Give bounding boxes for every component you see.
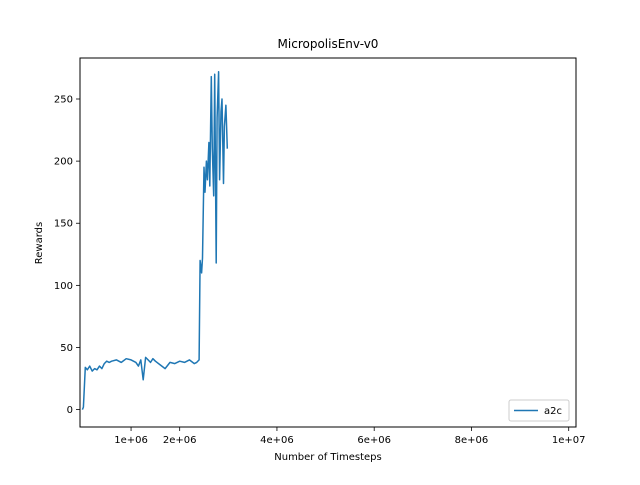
x-tick-label: 1e+07 [552,435,586,446]
chart-title: MicropolisEnv-v0 [278,37,379,51]
series-line-a2c [81,70,229,410]
y-tick-label: 100 [54,281,73,292]
x-tick-label: 2e+06 [163,435,197,446]
x-tick-label: 1e+06 [114,435,148,446]
x-tick-label: 6e+06 [357,435,391,446]
y-tick-label: 150 [54,219,73,230]
y-tick-label: 250 [54,95,73,106]
y-tick-label: 200 [54,157,73,168]
y-tick-label: 50 [60,343,73,354]
y-tick-label: 0 [67,405,73,416]
plot-frame [79,57,577,428]
y-axis-ticks: 0 50 100 150 200 250 [54,95,80,416]
legend: a2c [508,399,570,422]
y-axis-label: Rewards [34,222,45,264]
x-tick-label: 8e+06 [455,435,489,446]
series-layer [81,70,229,410]
x-tick-label: 4e+06 [260,435,294,446]
legend-box [508,399,570,422]
x-axis-label: Number of Timesteps [274,452,381,463]
plot-area [79,57,577,428]
legend-label-a2c: a2c [544,406,562,417]
x-axis-ticks: 1e+06 2e+06 4e+06 6e+06 8e+06 1e+07 [114,427,586,446]
